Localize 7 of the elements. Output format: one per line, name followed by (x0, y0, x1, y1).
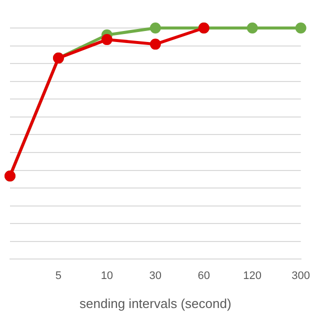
x-tick-label: 60 (198, 270, 210, 282)
x-tick-label: 5 (55, 270, 62, 282)
x-tick-label: 300 (292, 270, 310, 282)
x-tick-label: 120 (243, 270, 262, 282)
x-axis-title: sending intervals (second) (80, 296, 232, 311)
x-tick-label: 10 (100, 270, 114, 282)
x-tick-label: 30 (149, 270, 162, 282)
